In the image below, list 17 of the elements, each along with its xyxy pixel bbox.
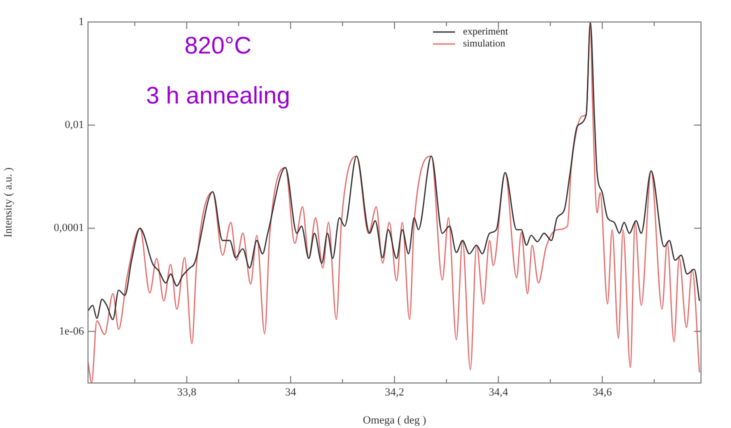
x-tick-label: 34,4 bbox=[488, 386, 509, 398]
line-series bbox=[88, 22, 700, 320]
legend-label: simulation bbox=[463, 38, 506, 50]
legend-label: experiment bbox=[463, 26, 508, 38]
y-axis-title: Intensity ( a.u. ) bbox=[2, 167, 14, 238]
y-tick-label: 0,01 bbox=[64, 119, 84, 132]
y-tick-label: 0,0001 bbox=[54, 222, 84, 234]
line-series bbox=[88, 22, 700, 383]
annotation: 820°C bbox=[184, 32, 252, 60]
x-tick-label: 34,6 bbox=[592, 386, 612, 398]
y-tick-label: 1e-06 bbox=[58, 325, 84, 338]
annotation: 3 h annealing bbox=[146, 82, 290, 110]
y-tick-label: 1 bbox=[78, 16, 84, 28]
x-tick-label: 33,8 bbox=[177, 386, 197, 398]
x-axis-title: Omega ( deg ) bbox=[362, 414, 426, 426]
x-tick-label: 34 bbox=[285, 386, 297, 398]
x-tick-label: 34,2 bbox=[384, 386, 404, 398]
